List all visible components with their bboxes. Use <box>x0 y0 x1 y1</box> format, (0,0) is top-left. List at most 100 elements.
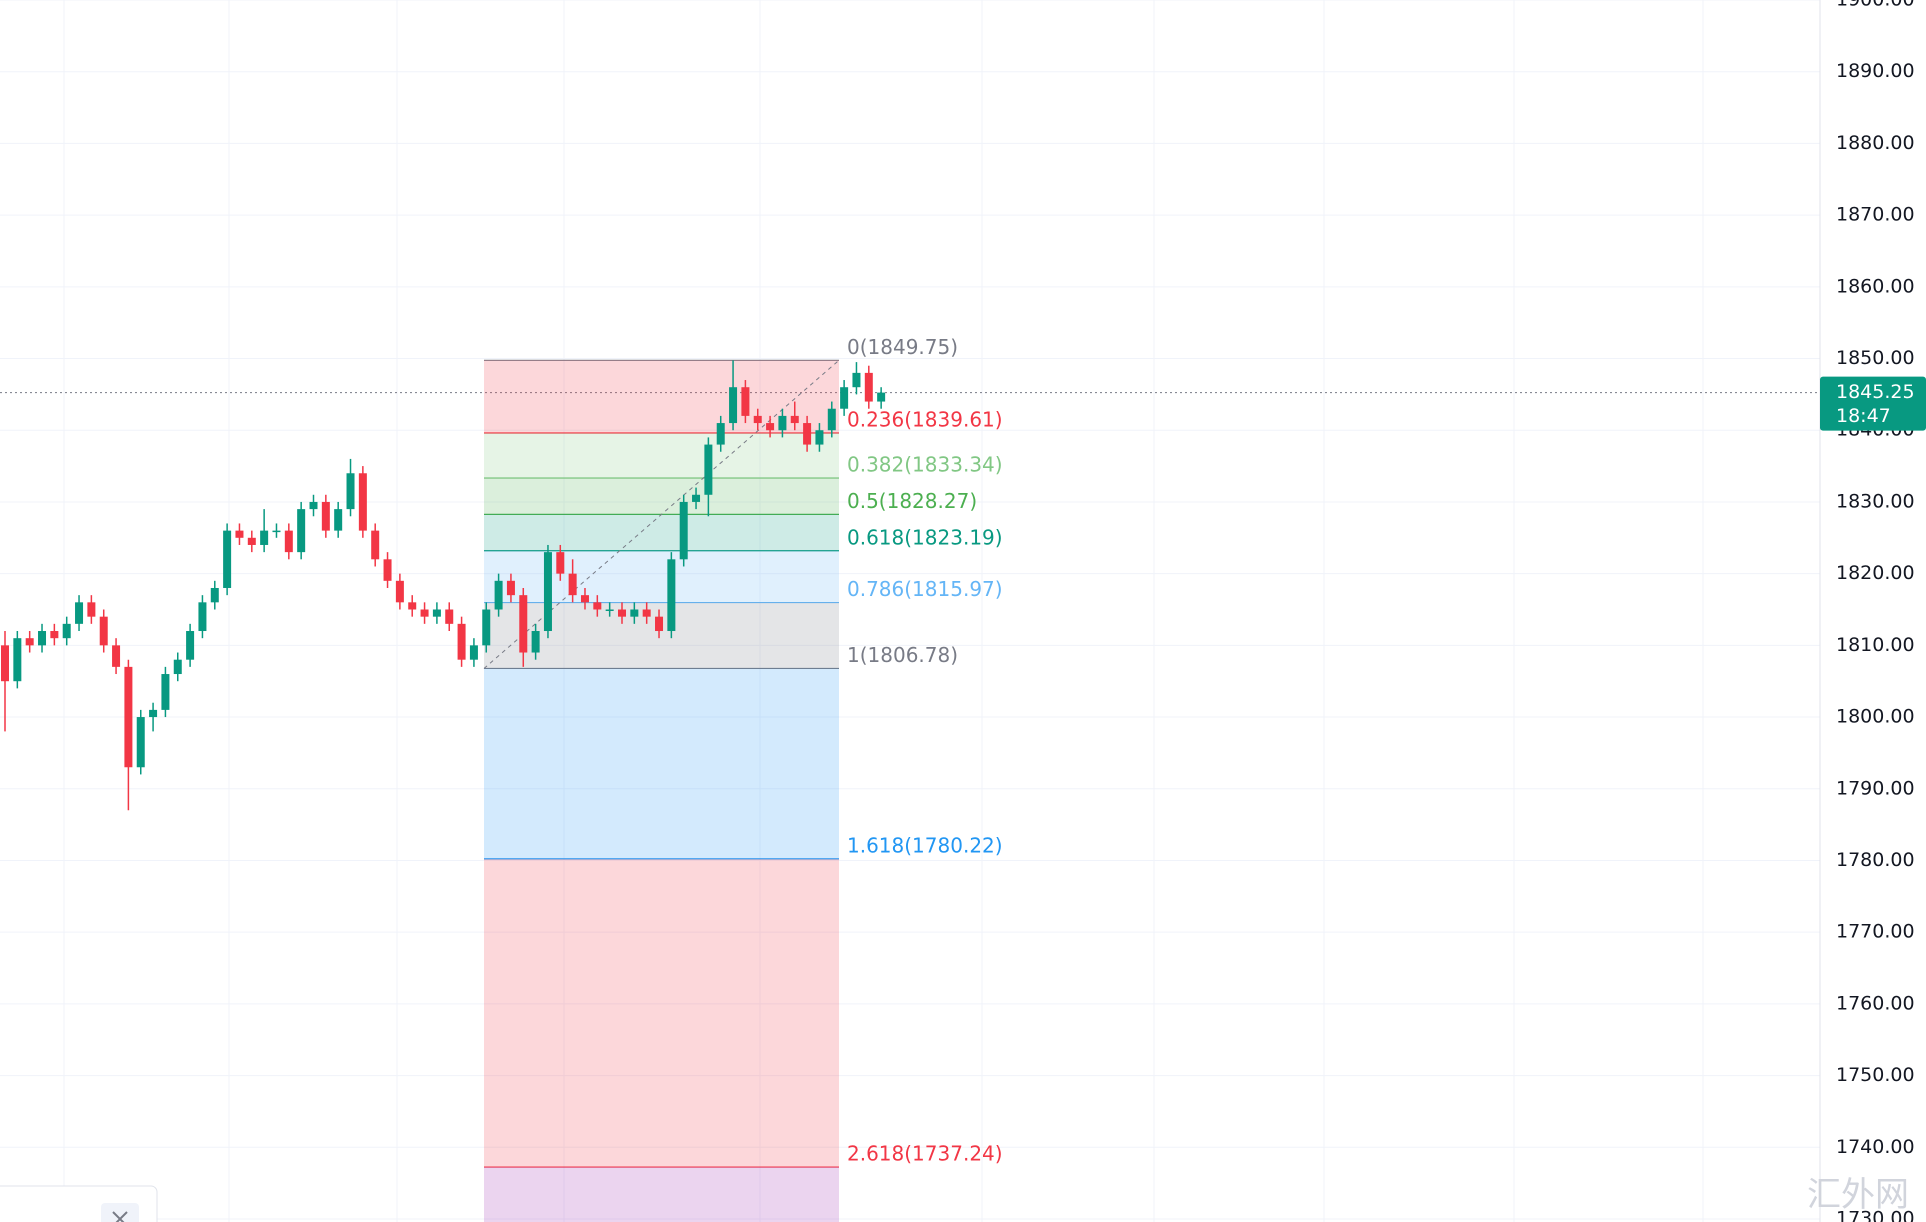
candle-body <box>642 609 651 617</box>
y-tick-label: 1780.00 <box>1836 849 1915 871</box>
candle-body <box>741 387 750 416</box>
candle-body <box>679 501 688 560</box>
fib-zone <box>484 858 839 1168</box>
candle-body <box>753 415 762 424</box>
candle-body <box>136 717 145 768</box>
close-icon <box>112 1211 128 1222</box>
candle-body <box>827 408 836 431</box>
fib-level-label: 0(1849.75) <box>847 335 958 359</box>
y-tick-label: 1880.00 <box>1836 132 1915 154</box>
candle-body <box>766 423 775 431</box>
candle-body <box>445 609 454 624</box>
candle-body <box>543 552 552 632</box>
candle-body <box>864 372 873 402</box>
candle-body <box>247 537 256 545</box>
candle-body <box>124 666 133 768</box>
candle-body <box>420 609 429 617</box>
fib-level-label: 0.382(1833.34) <box>847 452 1003 476</box>
watermark: 汇外网 <box>1807 1175 1909 1215</box>
last-price-label: 1845.25 <box>1836 381 1915 403</box>
y-tick-label: 1760.00 <box>1836 992 1915 1014</box>
candle-body <box>173 659 182 675</box>
candle-body <box>618 609 626 617</box>
candle-body <box>99 616 108 646</box>
candle-body <box>519 595 528 653</box>
candle-body <box>87 602 96 617</box>
y-tick-label: 1850.00 <box>1836 347 1915 369</box>
candle-body <box>704 444 713 495</box>
fib-extension-zone <box>484 1167 839 1222</box>
fib-level-label: 0.236(1839.61) <box>847 408 1003 432</box>
candle-body <box>309 501 318 510</box>
candle-body <box>877 392 886 402</box>
y-tick-label: 1890.00 <box>1836 60 1915 82</box>
fib-zone <box>484 550 839 603</box>
candle-body <box>223 530 232 588</box>
candle-body <box>482 609 491 646</box>
candle-body <box>432 609 441 617</box>
candle-body <box>346 473 355 510</box>
candle-body <box>284 530 293 553</box>
fib-level-label: 1(1806.78) <box>847 643 958 667</box>
y-tick-label: 1870.00 <box>1836 204 1915 226</box>
fib-level-label: 2.618(1737.24) <box>847 1142 1003 1166</box>
candle-body <box>494 580 503 610</box>
candle-body <box>149 709 158 718</box>
candle-body <box>408 602 417 610</box>
candle-body <box>371 530 380 560</box>
candle-body <box>852 372 861 388</box>
candle-body <box>186 631 195 660</box>
fib-level-label: 0.618(1823.19) <box>847 525 1003 549</box>
countdown-label: 18:47 <box>1836 405 1891 427</box>
y-tick-label: 1900.00 <box>1836 0 1915 11</box>
candle-body <box>815 430 824 445</box>
candle-body <box>297 509 306 553</box>
candle-body <box>580 595 589 603</box>
candle-body <box>556 552 565 574</box>
candle-body <box>272 530 281 533</box>
candle-body <box>1 645 9 682</box>
fib-trend-line <box>483 359 840 669</box>
candle-body <box>75 602 84 624</box>
bottom-panel <box>0 1185 158 1222</box>
candle-body <box>62 623 71 639</box>
candle-body <box>790 415 799 424</box>
candle-body <box>161 674 170 710</box>
candle-body <box>334 509 343 531</box>
candle-body <box>321 501 330 531</box>
fib-zone <box>484 514 839 551</box>
candle-body <box>469 645 478 660</box>
fib-zone <box>484 602 839 669</box>
candle-body <box>716 423 725 445</box>
fib-level-label: 0.786(1815.97) <box>847 577 1003 601</box>
candle-body <box>692 494 701 502</box>
candle-body <box>593 602 602 610</box>
y-tick-label: 1820.00 <box>1836 562 1915 584</box>
candle-body <box>50 631 59 639</box>
candle-body <box>210 587 219 603</box>
last-price-tag <box>1820 376 1926 431</box>
candles <box>1 360 886 811</box>
y-tick-label: 1790.00 <box>1836 777 1915 799</box>
candle-body <box>13 638 22 682</box>
candle-body <box>667 559 676 632</box>
candle-body <box>358 473 367 531</box>
fib-level-label: 0.5(1828.27) <box>847 489 977 513</box>
candle-body <box>568 573 577 596</box>
candle-body <box>25 638 34 646</box>
fib-zone <box>484 433 839 478</box>
fib-zone <box>484 477 839 515</box>
candle-body <box>605 609 614 611</box>
fib-level-label: 1.618(1780.22) <box>847 833 1003 857</box>
y-tick-label: 1750.00 <box>1836 1064 1915 1086</box>
y-tick-label: 1730.00 <box>1836 1208 1915 1222</box>
candle-body <box>395 580 404 603</box>
candle-body <box>531 631 540 653</box>
close-button[interactable] <box>101 1203 139 1222</box>
candle-body <box>729 387 738 424</box>
candle-body <box>38 631 47 646</box>
y-tick-label: 1810.00 <box>1836 634 1915 656</box>
